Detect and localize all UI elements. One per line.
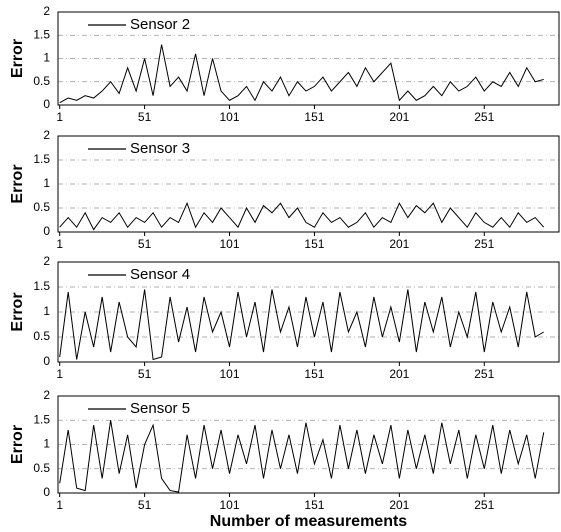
x-tick-label: 251	[474, 367, 494, 381]
y-tick-label: 2	[43, 254, 50, 268]
x-tick-label: 1	[56, 110, 63, 124]
y-axis-title: Error	[9, 425, 26, 464]
y-tick-label: 2	[43, 128, 50, 142]
y-tick-label: 2	[43, 388, 50, 402]
y-tick-label: 0.5	[33, 74, 50, 88]
y-tick-label: 0.5	[33, 200, 50, 214]
x-tick-label: 101	[220, 237, 240, 251]
x-tick-label: 201	[389, 110, 409, 124]
legend-label: Sensor 3	[130, 140, 190, 157]
x-tick-label: 101	[220, 498, 240, 512]
x-tick-label: 201	[389, 498, 409, 512]
legend-label: Sensor 5	[130, 400, 190, 417]
data-line	[59, 201, 545, 231]
x-tick-label: 201	[389, 237, 409, 251]
x-tick-label: 1	[56, 367, 63, 381]
x-tick-label: 151	[304, 110, 324, 124]
x-tick-label: 201	[389, 367, 409, 381]
x-axis-title: Number of measurements	[210, 513, 407, 530]
y-axis-title: Error	[9, 164, 26, 203]
y-axis-title: Error	[9, 39, 26, 78]
data-line	[59, 44, 544, 104]
y-tick-label: 0.5	[33, 461, 50, 475]
x-tick-label: 151	[304, 237, 324, 251]
y-tick-label: 1	[43, 304, 50, 318]
y-axis-title: Error	[9, 292, 26, 331]
y-tick-label: 2	[43, 4, 50, 18]
y-tick-label: 0	[43, 224, 50, 238]
y-tick-label: 1	[43, 437, 50, 451]
y-tick-label: 0.5	[33, 329, 50, 343]
data-line	[59, 420, 545, 493]
y-tick-label: 0	[43, 485, 50, 499]
y-tick-label: 1.5	[33, 27, 50, 41]
y-tick-label: 0	[43, 354, 50, 368]
plot-frame	[57, 11, 560, 106]
x-tick-label: 151	[304, 367, 324, 381]
x-tick-label: 51	[138, 498, 152, 512]
x-tick-label: 101	[220, 110, 240, 124]
x-tick-label: 251	[474, 110, 494, 124]
x-tick-label: 51	[138, 367, 152, 381]
x-tick-label: 151	[304, 498, 324, 512]
y-tick-label: 1	[43, 51, 50, 65]
legend-label: Sensor 4	[130, 266, 190, 283]
plot-frame	[57, 135, 560, 233]
y-tick-label: 0	[43, 97, 50, 111]
x-tick-label: 101	[220, 367, 240, 381]
x-tick-label: 251	[474, 498, 494, 512]
legend-label: Sensor 2	[130, 16, 190, 33]
y-tick-label: 1	[43, 176, 50, 190]
y-tick-label: 1.5	[33, 152, 50, 166]
data-line	[59, 289, 544, 361]
x-tick-label: 1	[56, 237, 63, 251]
plot-frame	[57, 395, 560, 494]
x-tick-label: 51	[138, 237, 152, 251]
plot-frame	[57, 261, 560, 363]
x-tick-label: 1	[56, 498, 63, 512]
x-tick-label: 251	[474, 237, 494, 251]
y-tick-label: 1.5	[33, 412, 50, 426]
x-tick-label: 51	[138, 110, 152, 124]
y-tick-label: 1.5	[33, 279, 50, 293]
